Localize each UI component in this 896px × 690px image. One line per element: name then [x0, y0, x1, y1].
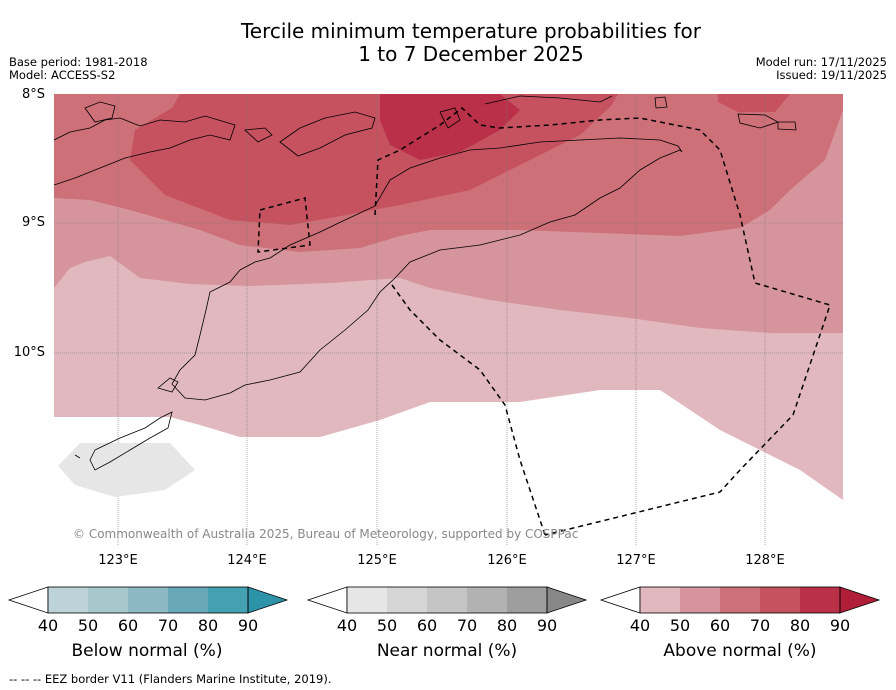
lat-label-10s: 10°S — [13, 345, 45, 360]
cb-above-tick: 50 — [670, 616, 690, 635]
colorbar-above-label: Above normal (%) — [663, 641, 817, 661]
colorbar-near — [306, 586, 588, 614]
cb-near-tick: 60 — [417, 616, 437, 635]
title-line-1: Tercile minimum temperature probabilitie… — [240, 19, 702, 43]
cb-below-tick: 50 — [78, 616, 98, 635]
colorbar-near-bin-70-80 — [467, 587, 507, 613]
map-area — [54, 94, 843, 546]
colorbar-near-low-triangle — [306, 586, 348, 614]
cb-near-tick: 70 — [457, 616, 477, 635]
lon-label-124e: 124°E — [227, 553, 267, 568]
colorbar-below-bin-80-90 — [208, 587, 248, 613]
cb-near-tick: 50 — [377, 616, 397, 635]
lat-label-9s: 9°S — [21, 215, 45, 230]
cb-near-tick: 90 — [537, 616, 557, 635]
lon-label-126e: 126°E — [487, 553, 527, 568]
cb-above-tick: 60 — [710, 616, 730, 635]
cb-below-tick: 70 — [158, 616, 178, 635]
colorbar-near-bin-40-50 — [347, 587, 387, 613]
model-name: Model: ACCESS-S2 — [9, 68, 116, 82]
cb-below-tick: 90 — [238, 616, 258, 635]
colorbar-below-low-triangle — [7, 586, 49, 614]
colorbar-below-bin-40-50 — [48, 587, 88, 613]
copyright-notice: © Commonwealth of Australia 2025, Bureau… — [73, 527, 579, 541]
cb-above-tick: 40 — [630, 616, 650, 635]
cb-above-tick: 90 — [830, 616, 850, 635]
colorbar-above-low-triangle — [599, 586, 641, 614]
cb-above-tick: 80 — [790, 616, 810, 635]
prob-band-70-80-east — [718, 94, 790, 112]
colorbar-below — [7, 586, 289, 614]
colorbar-above — [599, 586, 881, 614]
colorbar-below-high-triangle — [247, 586, 289, 614]
cb-above-tick: 70 — [750, 616, 770, 635]
lon-label-125e: 125°E — [357, 553, 397, 568]
cb-below-tick: 80 — [198, 616, 218, 635]
colorbar-near-bin-60-70 — [427, 587, 467, 613]
cb-below-tick: 40 — [38, 616, 58, 635]
issued-date: Issued: 19/11/2025 — [776, 68, 887, 82]
colorbar-above-bin-50-60 — [680, 587, 720, 613]
model-run: Model run: 17/11/2025 — [755, 55, 887, 69]
no-data-area — [58, 443, 195, 497]
colorbar-above-bin-40-50 — [640, 587, 680, 613]
colorbar-below-bin-60-70 — [128, 587, 168, 613]
colorbar-below-bin-70-80 — [168, 587, 208, 613]
base-period: Base period: 1981-2018 — [9, 55, 148, 69]
meta-right: Model run: 17/11/2025 Issued: 19/11/2025 — [756, 56, 887, 82]
eez-border — [257, 107, 831, 536]
lon-label-127e: 127°E — [616, 553, 656, 568]
colorbar-above-bin-60-70 — [720, 587, 760, 613]
colorbar-above-high-triangle — [839, 586, 881, 614]
map-title: Tercile minimum temperature probabilitie… — [0, 20, 896, 66]
cb-below-tick: 60 — [118, 616, 138, 635]
meta-left: Base period: 1981-2018 Model: ACCESS-S2 — [9, 56, 148, 82]
cb-near-tick: 80 — [497, 616, 517, 635]
colorbar-near-high-triangle — [546, 586, 588, 614]
lon-label-123e: 123°E — [98, 553, 138, 568]
colorbar-near-bin-50-60 — [387, 587, 427, 613]
cb-near-tick: 40 — [337, 616, 357, 635]
colorbar-ticks: 40 50 60 70 80 90 40 50 60 70 80 90 40 5… — [38, 616, 850, 635]
eez-legend-footer: -- -- -- EEZ border V11 (Flanders Marine… — [9, 672, 332, 686]
lon-label-128e: 128°E — [745, 553, 785, 568]
colorbar-below-label: Below normal (%) — [71, 641, 223, 661]
title-line-2: 1 to 7 December 2025 — [358, 42, 584, 66]
colorbar-above-bin-80-90 — [800, 587, 840, 613]
colorbar-near-label: Near normal (%) — [376, 641, 518, 661]
coastlines — [54, 95, 797, 471]
colorbar-above-bin-70-80 — [760, 587, 800, 613]
colorbar-near-bin-80-90 — [507, 587, 547, 613]
lat-label-8s: 8°S — [21, 87, 45, 102]
colorbar-below-bin-50-60 — [88, 587, 128, 613]
